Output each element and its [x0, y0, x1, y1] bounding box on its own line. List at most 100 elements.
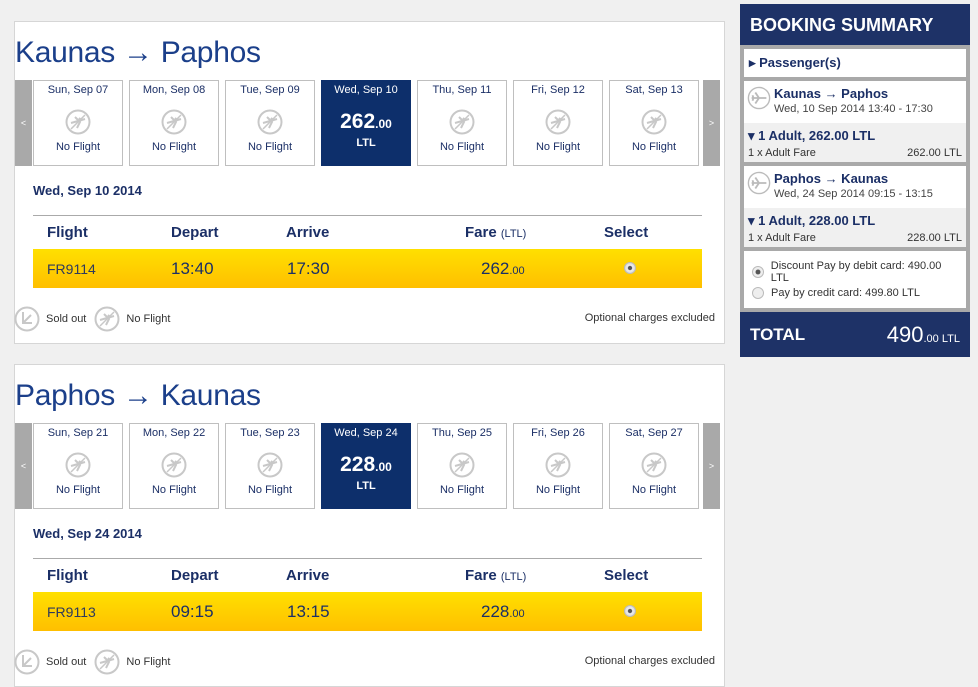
col-arrive: Arrive	[286, 224, 330, 241]
date-label: Fri, Sep 26	[531, 427, 585, 439]
no-flight-icon	[94, 649, 120, 675]
pay-debit-option[interactable]: Discount Pay by debit card: 490.00 LTL	[752, 260, 958, 284]
day-status: No Flight	[535, 484, 581, 496]
plane-icon	[747, 171, 771, 195]
booking-summary: BOOKING SUMMARY ▸ Passenger(s) Kaunas → P…	[740, 4, 970, 357]
legend: Sold out No Flight	[14, 649, 170, 675]
pay-credit-option[interactable]: Pay by credit card: 499.80 LTL	[752, 287, 958, 299]
col-flight: Flight	[47, 567, 88, 584]
date-label: Mon, Sep 08	[142, 84, 206, 96]
legend: Sold out No Flight	[14, 306, 170, 332]
depart-time: 09:15	[171, 602, 214, 621]
summary-route: Kaunas → Paphos	[774, 86, 889, 101]
date-cell[interactable]: Sat, Sep 27 No Flight	[609, 423, 699, 509]
prev-dates-button[interactable]: <	[15, 80, 32, 166]
summary-route: Paphos → Kaunas	[774, 171, 889, 186]
fare-price: 262.00	[481, 259, 525, 278]
date-cell[interactable]: Sun, Sep 07 No Flight	[33, 80, 123, 166]
day-status: No Flight	[151, 141, 197, 153]
date-label: Tue, Sep 09	[240, 84, 300, 96]
day-status: No Flight	[439, 484, 485, 496]
divider	[33, 215, 702, 216]
radio-checked[interactable]	[752, 266, 764, 278]
selected-date: Wed, Sep 24 2014	[33, 526, 142, 541]
day-status: No Flight	[55, 141, 101, 153]
route-title: Kaunas → Paphos	[15, 36, 261, 69]
flight-row[interactable]: FR9114 13:40 17:30 262.00	[33, 249, 702, 288]
date-cell[interactable]: Sat, Sep 13 No Flight	[609, 80, 699, 166]
no-flight-icon	[257, 109, 283, 135]
arrive-time: 17:30	[287, 259, 330, 278]
day-status: No Flight	[247, 484, 293, 496]
passengers-toggle[interactable]: ▸ Passenger(s)	[744, 49, 966, 77]
arrive-time: 13:15	[287, 602, 330, 621]
sold-out-label: Sold out	[46, 313, 87, 325]
no-flight-icon	[545, 452, 571, 478]
no-flight-icon	[449, 452, 475, 478]
next-dates-button[interactable]: >	[703, 80, 720, 166]
radio-unchecked[interactable]	[752, 287, 764, 299]
date-cell[interactable]: Thu, Sep 25 No Flight	[417, 423, 507, 509]
date-cell[interactable]: Tue, Sep 09 No Flight	[225, 80, 315, 166]
optional-charges-note: Optional charges excluded	[584, 312, 715, 324]
col-fare: Fare (LTL)	[465, 567, 527, 584]
no-flight-icon	[161, 452, 187, 478]
day-status: No Flight	[631, 141, 677, 153]
no-flight-icon	[65, 109, 91, 135]
day-price: 228.00	[340, 453, 392, 476]
divider	[33, 558, 702, 559]
currency: LTL	[356, 480, 376, 492]
col-select: Select	[604, 224, 649, 241]
date-cell[interactable]: Mon, Sep 22 No Flight	[129, 423, 219, 509]
no-flight-icon	[641, 452, 667, 478]
no-flight-icon	[94, 306, 120, 332]
select-flight-radio[interactable]	[624, 605, 636, 617]
date-label: Sun, Sep 07	[47, 84, 109, 96]
date-cell[interactable]: Tue, Sep 23 No Flight	[225, 423, 315, 509]
no-flight-icon	[65, 452, 91, 478]
day-status: No Flight	[535, 141, 581, 153]
date-label: Mon, Sep 22	[142, 427, 206, 439]
no-flight-icon	[545, 109, 571, 135]
date-cell-selected[interactable]: Wed, Sep 10 262.00 LTL	[321, 80, 411, 166]
col-flight: Flight	[47, 224, 88, 241]
day-status: No Flight	[631, 484, 677, 496]
day-status: No Flight	[247, 141, 293, 153]
fare-line: 1 x Adult Fare	[748, 147, 816, 159]
route-title: Paphos → Kaunas	[15, 379, 261, 412]
col-fare: Fare (LTL)	[465, 224, 527, 241]
prev-dates-button[interactable]: <	[15, 423, 32, 509]
flight-row[interactable]: FR9113 09:15 13:15 228.00	[33, 592, 702, 631]
total-bar: TOTAL 490.00 LTL	[740, 312, 970, 357]
date-cell[interactable]: Sun, Sep 21 No Flight	[33, 423, 123, 509]
date-cell[interactable]: Mon, Sep 08 No Flight	[129, 80, 219, 166]
date-label: Sat, Sep 13	[625, 84, 683, 96]
day-status: No Flight	[55, 484, 101, 496]
plane-icon	[747, 86, 771, 110]
currency: LTL	[356, 137, 376, 149]
date-cell[interactable]: Fri, Sep 12 No Flight	[513, 80, 603, 166]
date-cell[interactable]: Fri, Sep 26 No Flight	[513, 423, 603, 509]
col-depart: Depart	[171, 567, 219, 584]
col-select: Select	[604, 567, 649, 584]
select-flight-radio[interactable]	[624, 262, 636, 274]
no-flight-icon	[641, 109, 667, 135]
date-label: Wed, Sep 24	[334, 427, 398, 439]
summary-time: Wed, 24 Sep 2014 09:15 - 13:15	[774, 188, 933, 200]
total-amount: 490.00 LTL	[886, 321, 960, 347]
fare-toggle[interactable]: ▾ 1 Adult, 228.00 LTL	[748, 213, 876, 228]
flight-panel-0: Kaunas → Paphos < > Sun, Sep 07 No Flight M…	[14, 21, 725, 344]
flight-number: FR9114	[47, 261, 96, 277]
date-cell[interactable]: Thu, Sep 11 No Flight	[417, 80, 507, 166]
date-cell-selected[interactable]: Wed, Sep 24 228.00 LTL	[321, 423, 411, 509]
summary-title: BOOKING SUMMARY	[740, 4, 970, 45]
sold-out-icon	[14, 649, 40, 675]
no-flight-icon	[161, 109, 187, 135]
day-status: No Flight	[439, 141, 485, 153]
no-flight-icon	[449, 109, 475, 135]
fare-toggle[interactable]: ▾ 1 Adult, 262.00 LTL	[748, 128, 876, 143]
next-dates-button[interactable]: >	[703, 423, 720, 509]
flight-panel-1: Paphos → Kaunas < > Sun, Sep 21 No Flight M…	[14, 364, 725, 687]
summary-leg: Paphos → Kaunas Wed, 24 Sep 2014 09:15 - …	[744, 166, 966, 247]
fare-amount: 228.00 LTL	[907, 232, 962, 244]
